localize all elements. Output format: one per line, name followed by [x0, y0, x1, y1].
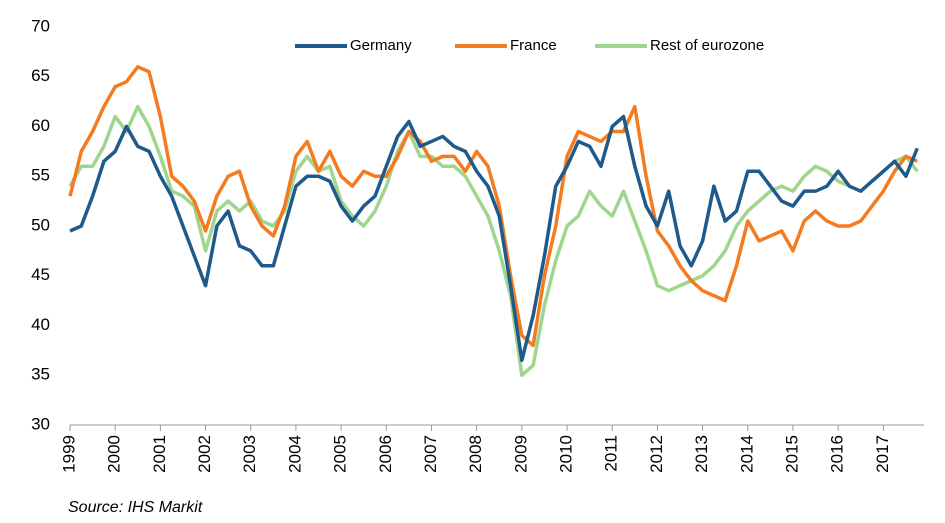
y-tick-label: 55	[31, 166, 50, 185]
x-tick-label: 2006	[376, 435, 395, 473]
x-tick-label: 2008	[466, 435, 485, 473]
x-tick-label: 2009	[511, 435, 530, 473]
x-tick-label: 2007	[421, 435, 440, 473]
x-tick-label: 2005	[331, 435, 350, 473]
x-tick-label: 2015	[782, 435, 801, 473]
legend-label: Germany	[350, 37, 412, 54]
series-line	[69, 114, 919, 363]
y-tick-label: 70	[31, 16, 50, 35]
y-tick-label: 35	[31, 365, 50, 384]
x-tick-label: 1999	[59, 435, 78, 473]
x-tick-label: 2003	[240, 435, 259, 473]
series-line	[68, 65, 918, 348]
y-tick-label: 40	[31, 315, 50, 334]
x-tick-label: 2013	[692, 435, 711, 473]
x-tick-label: 2002	[195, 435, 214, 473]
x-tick-label: 2010	[557, 435, 576, 473]
y-tick-label: 50	[31, 215, 50, 234]
series-line	[68, 104, 919, 377]
x-tick-label: 2000	[105, 435, 124, 473]
source: Source: IHS Markit	[68, 499, 203, 516]
y-tick-label: 60	[31, 116, 50, 135]
y-tick-label: 30	[31, 414, 50, 433]
x-tick-label: 2004	[285, 435, 304, 473]
x-tick-label: 2011	[602, 435, 621, 472]
x-tick-label: 2012	[647, 435, 666, 473]
legend-label: France	[510, 37, 557, 54]
x-tick-label: 2017	[873, 435, 892, 473]
y-tick-label: 65	[31, 66, 50, 85]
legend-label: Rest of eurozone	[650, 37, 764, 54]
x-tick-label: 2016	[828, 435, 847, 473]
x-tick-label: 2014	[737, 435, 756, 473]
x-tick-label: 2001	[150, 435, 169, 473]
y-tick-label: 45	[31, 265, 50, 284]
